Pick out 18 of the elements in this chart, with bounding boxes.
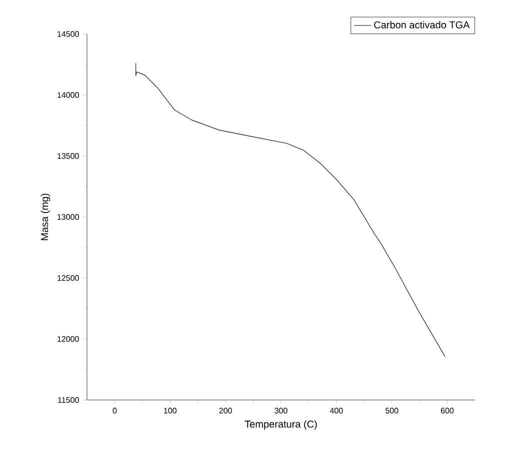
y-tick-label: 14000 [58,92,79,98]
x-axis-title: Temperatura (C) [244,420,317,430]
y-tick-label: 13000 [58,214,79,220]
y-tick-label: 12000 [58,336,79,342]
y-tick-label: 11500 [58,397,79,403]
y-tick-label: 13500 [58,153,79,159]
x-tick-label: 400 [330,408,343,414]
legend-label: Carbon activado TGA [374,21,470,28]
y-axis-title: Masa (mg) [40,194,50,240]
x-tick-label: 100 [164,408,177,414]
line-series [135,62,446,358]
y-tick-label: 12500 [58,275,79,281]
y-tick-label: 14500 [58,31,79,37]
x-tick-label: 600 [441,408,454,414]
x-tick-label: 300 [274,408,288,414]
x-tick-label: 200 [219,408,232,414]
x-tick-label: 500 [385,408,398,414]
x-tick-label: 0 [112,408,117,414]
